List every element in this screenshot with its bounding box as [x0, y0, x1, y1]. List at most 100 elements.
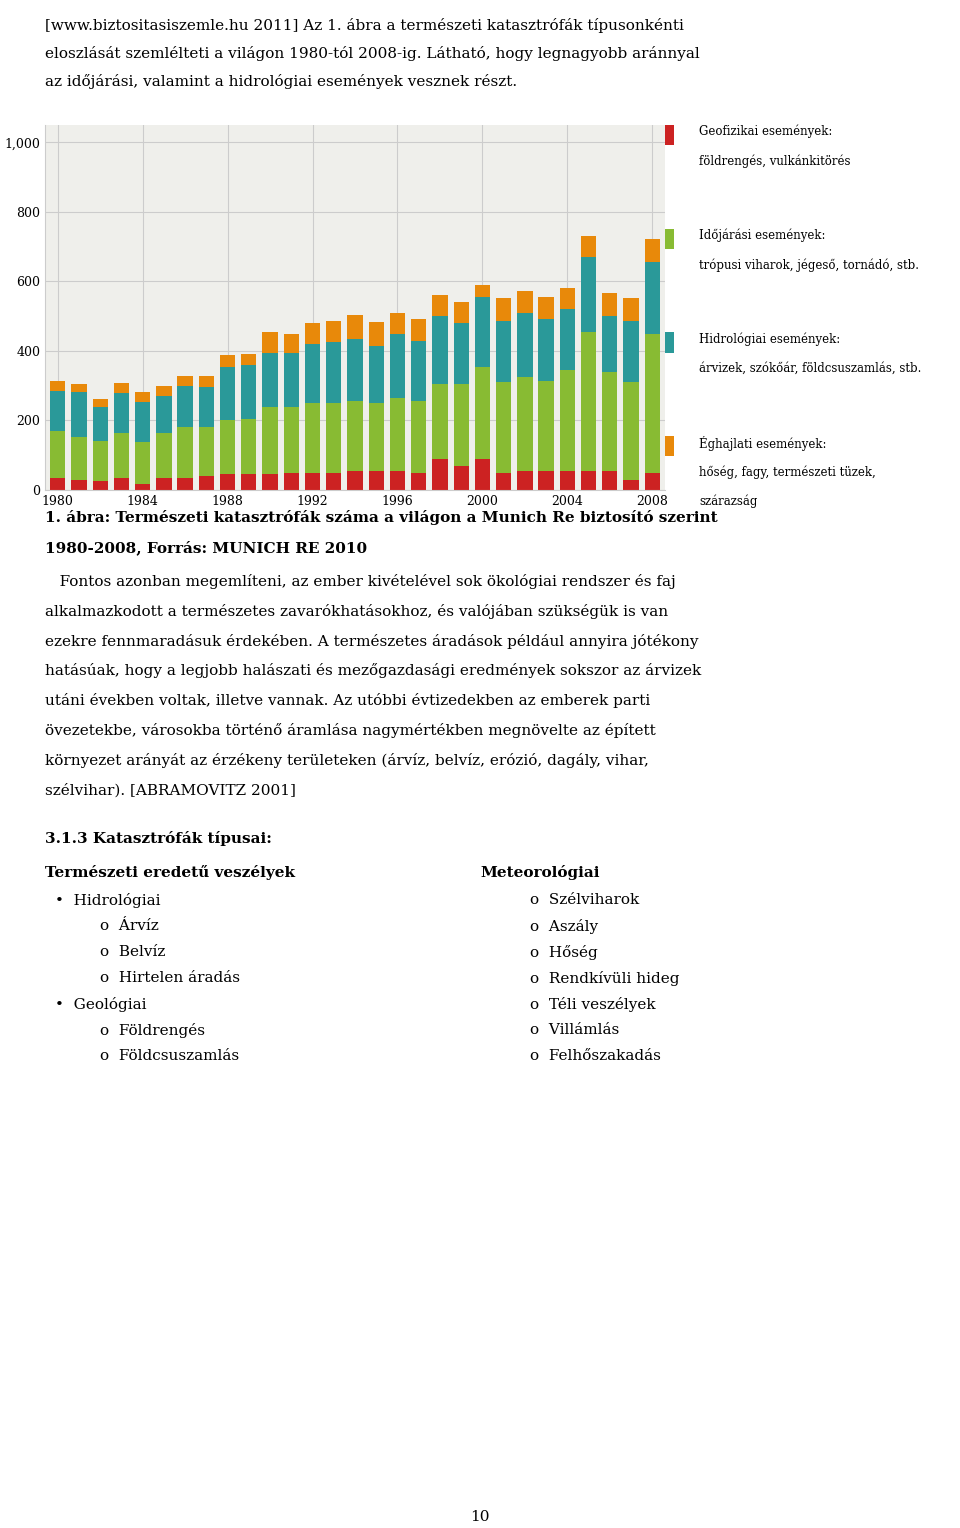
Bar — [220, 420, 235, 474]
Bar — [411, 402, 426, 472]
Bar — [71, 437, 86, 480]
Bar — [178, 478, 193, 490]
Text: o  Rendkívüli hideg: o Rendkívüli hideg — [530, 972, 680, 987]
Text: o  Villámlás: o Villámlás — [530, 1024, 619, 1038]
Bar — [517, 471, 533, 490]
Bar — [305, 344, 321, 403]
Text: szélvihar). [ABRAMOVITZ 2001]: szélvihar). [ABRAMOVITZ 2001] — [45, 782, 296, 798]
Bar — [135, 484, 151, 490]
Bar — [135, 393, 151, 402]
Bar — [390, 333, 405, 397]
Text: utáni években voltak, illetve vannak. Az utóbbi évtizedekben az emberek parti: utáni években voltak, illetve vannak. Az… — [45, 694, 650, 709]
Bar — [517, 313, 533, 377]
Bar — [220, 356, 235, 367]
Bar — [623, 480, 638, 490]
Text: szárazság: szárazság — [699, 495, 757, 509]
Bar — [602, 316, 617, 371]
Bar — [560, 370, 575, 471]
Bar — [539, 380, 554, 471]
Bar — [262, 332, 277, 353]
Bar — [135, 442, 151, 484]
Bar — [369, 471, 384, 490]
Bar — [369, 322, 384, 345]
Bar — [665, 125, 674, 145]
Text: környezet arányát az érzékeny területeken (árvíz, belvíz, erózió, dagály, vihar,: környezet arányát az érzékeny területeke… — [45, 753, 649, 769]
Bar — [199, 477, 214, 490]
Text: Hidrológiai események:: Hidrológiai események: — [699, 332, 840, 345]
Bar — [92, 481, 108, 490]
Text: Természeti eredetű veszélyek: Természeti eredetű veszélyek — [45, 865, 295, 880]
Bar — [50, 431, 65, 478]
Bar — [178, 376, 193, 385]
Bar — [92, 399, 108, 406]
Bar — [283, 406, 299, 472]
Bar — [156, 396, 172, 432]
Bar — [71, 480, 86, 490]
Text: o  Árvíz: o Árvíz — [100, 920, 158, 934]
Bar — [644, 238, 660, 263]
Bar — [199, 388, 214, 428]
Bar — [602, 471, 617, 490]
Text: 1. ábra: Természeti katasztrófák száma a világon a Munich Re biztosító szerint: 1. ábra: Természeti katasztrófák száma a… — [45, 510, 718, 526]
Bar — [581, 257, 596, 332]
Bar — [390, 397, 405, 471]
Bar — [390, 313, 405, 333]
Text: 1980-2008, Forrás: MUNICH RE 2010: 1980-2008, Forrás: MUNICH RE 2010 — [45, 539, 367, 555]
Bar — [539, 471, 554, 490]
Bar — [539, 296, 554, 319]
Bar — [348, 339, 363, 402]
Bar — [178, 428, 193, 478]
Bar — [114, 478, 129, 490]
Bar — [348, 315, 363, 339]
Text: o  Földrengés: o Földrengés — [100, 1024, 205, 1039]
Bar — [348, 471, 363, 490]
Bar — [432, 316, 447, 384]
Bar — [283, 472, 299, 490]
Bar — [50, 391, 65, 431]
Bar — [602, 371, 617, 471]
Text: o  Földcsuszamlás: o Földcsuszamlás — [100, 1050, 239, 1063]
Bar — [390, 471, 405, 490]
Bar — [453, 466, 468, 490]
Bar — [283, 353, 299, 406]
Bar — [665, 229, 674, 249]
Text: övezetekbe, városokba történő áramlása nagymértékben megnövelte az épített: övezetekbe, városokba történő áramlása n… — [45, 723, 656, 738]
Text: trópusi viharok, jégeső, tornádó, stb.: trópusi viharok, jégeső, tornádó, stb. — [699, 258, 920, 272]
Text: o  Felhőszakadás: o Felhőszakadás — [530, 1050, 660, 1063]
Bar — [71, 384, 86, 391]
Bar — [496, 298, 512, 321]
Text: Geofizikai események:: Geofizikai események: — [699, 125, 832, 139]
Bar — [71, 391, 86, 437]
Bar — [411, 472, 426, 490]
Bar — [241, 354, 256, 365]
Bar — [135, 402, 151, 442]
Bar — [178, 385, 193, 428]
Bar — [114, 432, 129, 478]
Bar — [156, 387, 172, 396]
Bar — [156, 478, 172, 490]
Bar — [560, 287, 575, 309]
Bar — [475, 284, 490, 296]
Bar — [517, 292, 533, 313]
Bar — [199, 376, 214, 388]
Bar — [92, 406, 108, 442]
Bar — [517, 377, 533, 471]
Text: o  Hirtelen áradás: o Hirtelen áradás — [100, 972, 240, 986]
Bar — [453, 301, 468, 322]
Bar — [496, 382, 512, 472]
Bar — [496, 472, 512, 490]
Text: o  Szélviharok: o Szélviharok — [530, 894, 639, 908]
Bar — [326, 472, 342, 490]
Text: hatásúak, hogy a legjobb halászati és mezőgazdasági eredmények sokszor az árvize: hatásúak, hogy a legjobb halászati és me… — [45, 663, 701, 678]
Bar — [241, 474, 256, 490]
Bar — [496, 321, 512, 382]
Bar — [623, 382, 638, 480]
Text: földrengés, vulkánkitörés: földrengés, vulkánkitörés — [699, 154, 851, 168]
Bar — [326, 403, 342, 472]
Bar — [644, 333, 660, 472]
Bar — [432, 384, 447, 458]
Bar — [50, 478, 65, 490]
Text: eloszlását szemlélteti a világon 1980-tól 2008-ig. Látható, hogy legnagyobb arán: eloszlását szemlélteti a világon 1980-tó… — [45, 46, 700, 61]
Bar — [369, 345, 384, 403]
Text: •  Hidrológiai: • Hidrológiai — [55, 894, 160, 909]
